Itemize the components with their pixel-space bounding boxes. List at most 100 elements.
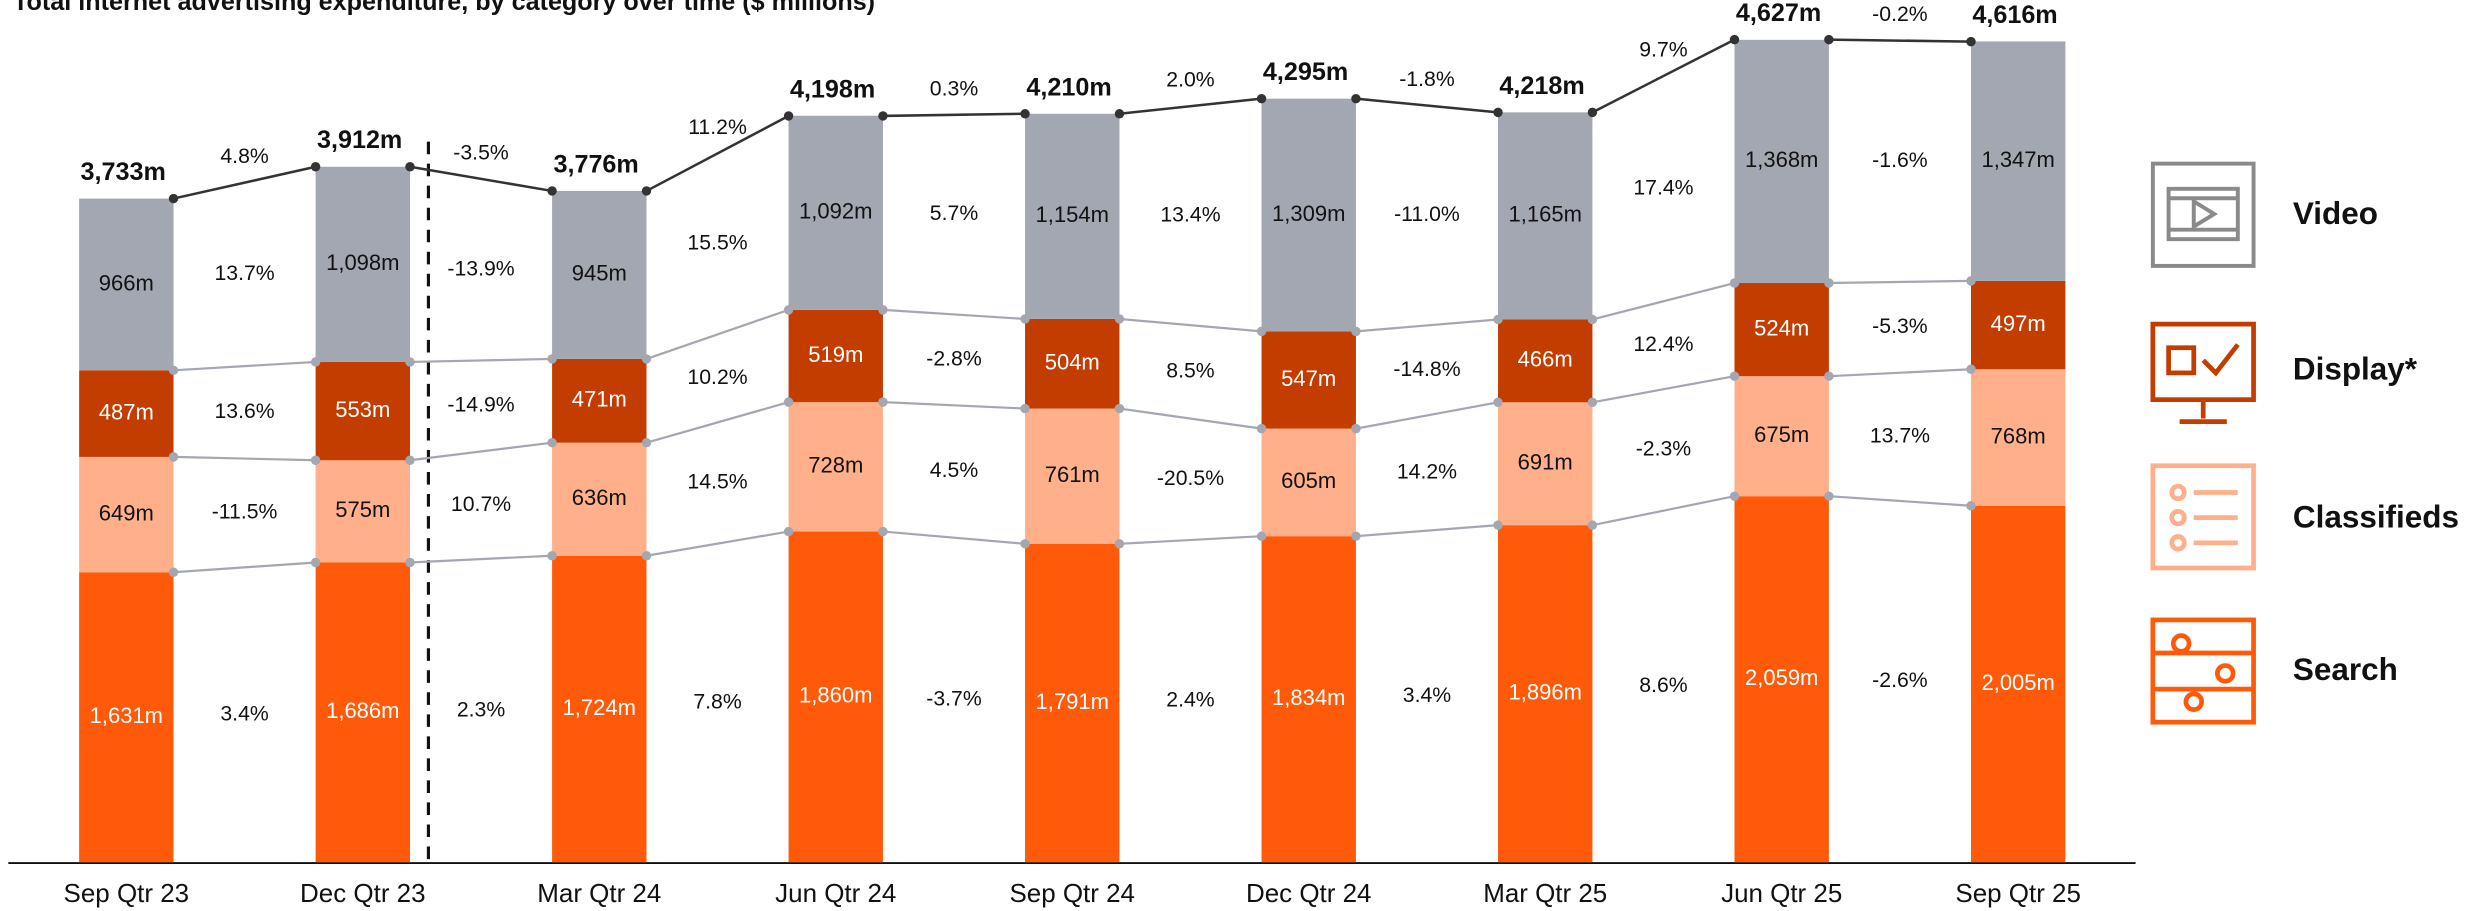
segment-label: 1,896m (1509, 680, 1582, 705)
bar-segment (552, 190, 647, 359)
connector (1592, 281, 1735, 321)
bar-segment (315, 460, 411, 563)
growth-label: -14.9% (447, 393, 514, 417)
segment-label: 649m (99, 500, 154, 525)
growth-label: 8.6% (1639, 673, 1688, 697)
connector-dot (1493, 397, 1503, 408)
bar-segment (788, 531, 883, 863)
bar-segment (788, 309, 883, 403)
connector-dot (1587, 397, 1598, 408)
bar-segment (1261, 331, 1356, 429)
bar-segment (79, 572, 174, 863)
legend-icon-display (2150, 321, 2256, 425)
growth-label: -3.7% (926, 687, 982, 711)
connector (1119, 317, 1262, 333)
connector-dot (547, 551, 557, 561)
connector-dot (1256, 531, 1267, 541)
connector-dot (1493, 520, 1503, 530)
growth-label: 7.8% (693, 690, 742, 714)
growth-label: 13.7% (1870, 423, 1930, 447)
growth-label: 14.2% (1397, 460, 1457, 484)
growth-label: 10.2% (687, 365, 747, 389)
connector-dot (168, 567, 179, 577)
connector-dot (547, 437, 557, 448)
connector-dot (878, 397, 888, 407)
growth-label: -20.5% (1157, 466, 1224, 490)
segment-label: 553m (335, 397, 390, 422)
connector-dot (641, 354, 652, 364)
connector (1592, 495, 1735, 527)
chart-title: Total internet advertising expenditure, … (13, 0, 875, 16)
growth-label: 2.3% (457, 697, 506, 721)
connector-dot (1351, 423, 1361, 434)
connector-dot (405, 162, 415, 172)
bar-segment (1025, 408, 1120, 544)
total-growth-label: 9.7% (1639, 37, 1688, 61)
connector (1828, 495, 1972, 507)
bar-segment (1261, 536, 1356, 863)
bar-segment (315, 562, 411, 863)
connector-dot (1824, 34, 1834, 45)
total-label: 4,218m (1499, 72, 1584, 100)
total-label: 4,627m (1736, 0, 1821, 27)
bar-segment (1025, 543, 1120, 863)
connector (646, 530, 789, 557)
segment-label: 966m (99, 270, 154, 295)
connector-dot (1256, 326, 1267, 337)
growth-label: -1.6% (1872, 148, 1928, 172)
segment-label: 497m (1991, 311, 2046, 336)
connector-dot (1729, 34, 1740, 45)
connector (409, 357, 553, 364)
connector-dot (405, 455, 415, 465)
segment-label: 1,347m (1981, 147, 2054, 172)
connector-dot (1729, 371, 1740, 381)
bar-segment (552, 442, 647, 556)
segment-label: 1,098m (326, 250, 399, 275)
segment-label: 471m (572, 387, 627, 412)
connector (1119, 535, 1262, 545)
segment-label: 1,724m (563, 695, 636, 720)
growth-label: 13.6% (214, 399, 274, 423)
connector-dot (1114, 403, 1125, 414)
x-tick-label: Sep Qtr 24 (1009, 878, 1135, 908)
bar-segment (1025, 113, 1120, 319)
segment-label: 728m (808, 453, 863, 478)
bar-segment (1498, 112, 1593, 320)
connector-dot (1493, 107, 1503, 118)
legend-icon-classifieds (2150, 463, 2256, 571)
connector-dot (1351, 326, 1361, 337)
segment-label: 761m (1045, 462, 1100, 487)
growth-label: 17.4% (1633, 175, 1693, 199)
bar-segment (79, 456, 174, 573)
growth-label: -5.3% (1872, 314, 1928, 338)
segment-label: 1,686m (326, 698, 399, 723)
segment-label: 547m (1281, 366, 1336, 391)
total-growth-label: 11.2% (688, 115, 747, 139)
connector (1828, 279, 1971, 285)
legend-label: Video (2293, 196, 2378, 231)
bar-segment (552, 358, 647, 443)
connector (1355, 524, 1499, 538)
connector (882, 530, 1026, 545)
bar-segment (1498, 525, 1593, 863)
x-tick-label: Sep Qtr 25 (1955, 878, 2081, 908)
connector-dot (310, 557, 321, 568)
bar-segment (315, 361, 411, 461)
bar-segment (788, 115, 883, 310)
connector-dot (878, 305, 888, 315)
connector (173, 360, 316, 372)
growth-label: 2.4% (1166, 688, 1215, 712)
legend-label: Classifieds (2293, 500, 2459, 535)
bar-segment (1025, 318, 1120, 409)
bar-segment (1734, 496, 1829, 863)
segment-label: 2,005m (1981, 670, 2054, 695)
connector-dot (168, 193, 179, 204)
bar-segment (1970, 280, 2066, 370)
growth-label: 3.4% (1403, 683, 1452, 707)
connector-dot (783, 397, 794, 407)
connector-dot (168, 452, 179, 462)
x-tick-label: Jun Qtr 24 (775, 878, 896, 908)
connector-dot (1587, 314, 1598, 325)
segment-label: 1,309m (1272, 201, 1345, 226)
bar-segment (1261, 98, 1356, 332)
